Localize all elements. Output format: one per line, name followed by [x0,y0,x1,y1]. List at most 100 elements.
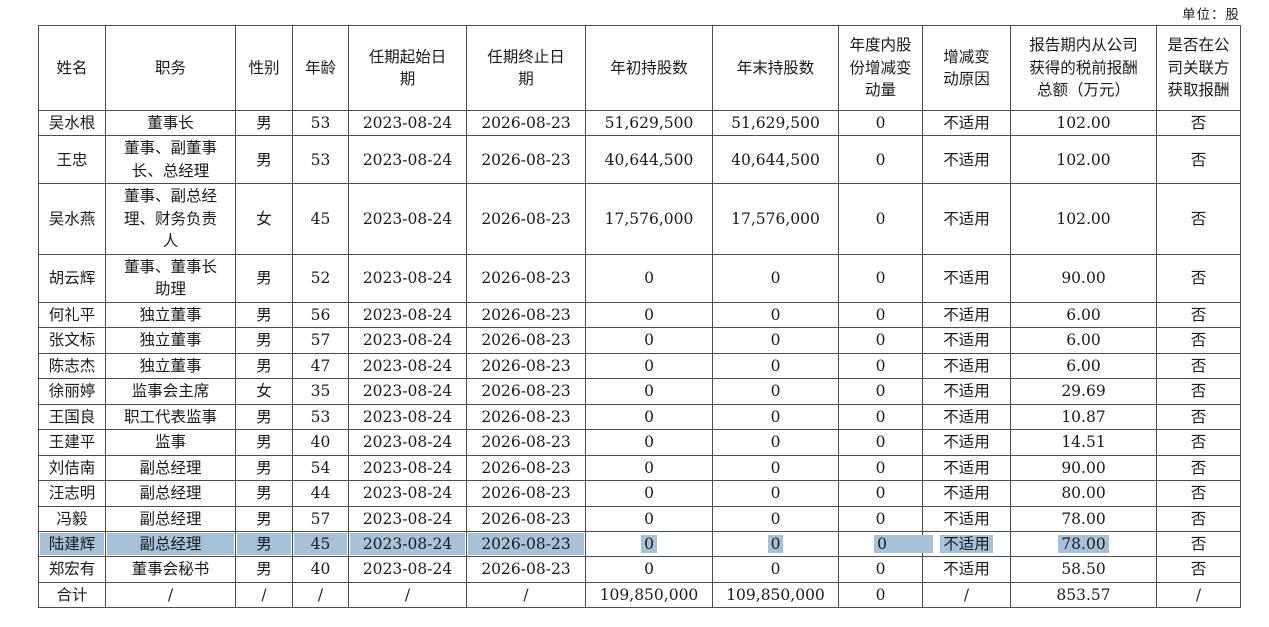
table-cell: 不适用 [922,403,1011,431]
table-cell: 2026-08-23 [466,378,586,405]
table-cell: 否 [1156,530,1241,558]
table-cell: 女 [235,378,293,405]
table-cell: 2026-08-23 [466,183,586,255]
table-cell: 0 [712,352,839,380]
table-cell: 副总经理 [105,505,236,532]
table-cell: 独立董事 [105,327,236,354]
table-cell: 不适用 [922,480,1011,507]
table-cell: 0 [585,556,713,583]
table-cell: 47 [292,352,349,380]
column-header: 报告期内从公司获得的税前报酬总额（万元） [1010,25,1157,111]
executives-table: 姓名 职务 性别 年龄 任期起始日期 任期终止日期 年初持股数 年末持股数 年度内股份增减变动量… [38,25,1241,609]
table-cell: 不适用 [922,505,1011,532]
table-cell: 监事 [105,429,236,456]
table-cell: 2023-08-24 [348,378,467,405]
table-cell: / [922,581,1011,609]
table-cell: / [105,581,236,609]
table-cell: / [348,581,467,609]
column-header: 年度内股份增减变动量 [838,25,923,111]
table-cell: 0 [838,454,923,482]
table-cell: 男 [235,135,293,185]
table-cell: 40 [292,429,349,456]
table-cell: 否 [1156,556,1241,583]
table-cell: 男 [235,352,293,380]
table-row: 王建平 监事男 40 2023-08-24 2026-08-23 0 0 0 不适用 14.51 否 [38,429,1241,456]
table-cell: 44 [292,480,349,507]
table-cell: 54 [292,454,349,482]
table-cell: 否 [1156,403,1241,431]
table-cell: 刘佶南 [38,454,106,482]
table-cell: 2023-08-24 [348,403,467,431]
table-cell: 45 [292,530,349,558]
table-cell: 否 [1156,454,1241,482]
selected-text: 78.00 [1058,534,1109,553]
table-cell: 0 [585,480,713,507]
table-row: 汪志明 副总经理男 44 2023-08-24 2026-08-23 0 0 0 不适用 80.0… [38,480,1241,507]
table-cell: 冯毅 [38,505,106,532]
table-cell: 副总经理 [105,454,236,482]
table-cell: 不适用 [922,135,1011,185]
table-cell: 董事、副总经理、财务负责人 [105,183,236,255]
table-cell: / [466,581,586,609]
table-cell: 0 [712,327,839,354]
column-header: 任期起始日期 [348,25,467,111]
table-cell: 2026-08-23 [466,454,586,482]
table-cell: 2026-08-23 [466,253,586,303]
table-cell: 0 [838,429,923,456]
selected-text: 不适用 [940,534,993,553]
table-cell: 陈志杰 [38,352,106,380]
table-row: 张文标 独立董事男 57 2023-08-24 2026-08-23 0 0 0 不适用 6.00… [38,327,1241,354]
table-cell: 2023-08-24 [348,530,467,558]
table-cell: 2026-08-23 [466,135,586,185]
table-cell: 2023-08-24 [348,301,467,329]
table-row: 吴水燕 董事、副总经理、财务负责人女 45 2023-08-24 2026-08-23 1… [38,183,1241,255]
table-cell: 男 [235,253,293,303]
selected-text: 0 [874,534,933,553]
table-cell: 0 [585,301,713,329]
table-row: 徐丽婷 监事会主席女 35 2023-08-24 2026-08-23 0 0 0 不适用 29.… [38,378,1241,405]
table-cell: 0 [712,429,839,456]
table-cell: 合计 [38,581,106,609]
table-cell: 102.00 [1010,109,1157,137]
table-cell: 女 [235,183,293,255]
table-cell: 6.00 [1010,301,1157,329]
header-row: 姓名 职务 性别 年龄 任期起始日期 任期终止日期 年初持股数 年末持股数 年度内股份增减变动量… [38,25,1241,111]
table-body: 吴水根 董事长男 53 2023-08-24 2026-08-23 51,629,500 5… [38,109,1241,609]
table-cell: 0 [585,403,713,431]
table-cell: 王建平 [38,429,106,456]
table-cell: 0 [585,253,713,303]
column-header: 任期终止日期 [466,25,586,111]
table-row: 陈志杰 独立董事男 47 2023-08-24 2026-08-23 0 0 0 不适用 6.00… [38,352,1241,380]
table-cell: 0 [585,530,713,558]
table-row: 郑宏有 董事会秘书男 40 2023-08-24 2026-08-23 0 0 0 不适用 58.… [38,556,1241,583]
table-cell: 2026-08-23 [466,352,586,380]
table-cell: 57 [292,327,349,354]
table-cell: 0 [585,378,713,405]
table-row: 王忠 董事、副董事长、总经理男 53 2023-08-24 2026-08-23 40,6… [38,135,1241,185]
selected-text: 0 [767,534,784,553]
table-cell: 否 [1156,505,1241,532]
table-cell: 独立董事 [105,301,236,329]
table-cell: 56 [292,301,349,329]
table-cell: 10.87 [1010,403,1157,431]
column-header: 增减变动原因 [922,25,1011,111]
table-cell: 0 [838,581,923,609]
table-cell: 2026-08-23 [466,429,586,456]
table-cell: 2023-08-24 [348,109,467,137]
table-cell: 53 [292,109,349,137]
table-cell: 不适用 [922,327,1011,354]
column-header: 职务 [105,25,236,111]
table-cell: 男 [235,429,293,456]
table-cell: 2026-08-23 [466,327,586,354]
table-cell: 109,850,000 [585,581,713,609]
table-cell: 否 [1156,429,1241,456]
table-cell: 102.00 [1010,183,1157,255]
table-cell: 董事、董事长助理 [105,253,236,303]
table-cell: 2026-08-23 [466,109,586,137]
table-cell: 0 [585,505,713,532]
highlighted-row: 陆建辉 副总经理男 45 2023-08-24 2026-08-23 0 0 0 不适用 78.0… [38,530,1241,558]
table-cell: 不适用 [922,378,1011,405]
table-cell: 2026-08-23 [466,505,586,532]
table-cell: 男 [235,403,293,431]
table-cell: 2023-08-24 [348,556,467,583]
